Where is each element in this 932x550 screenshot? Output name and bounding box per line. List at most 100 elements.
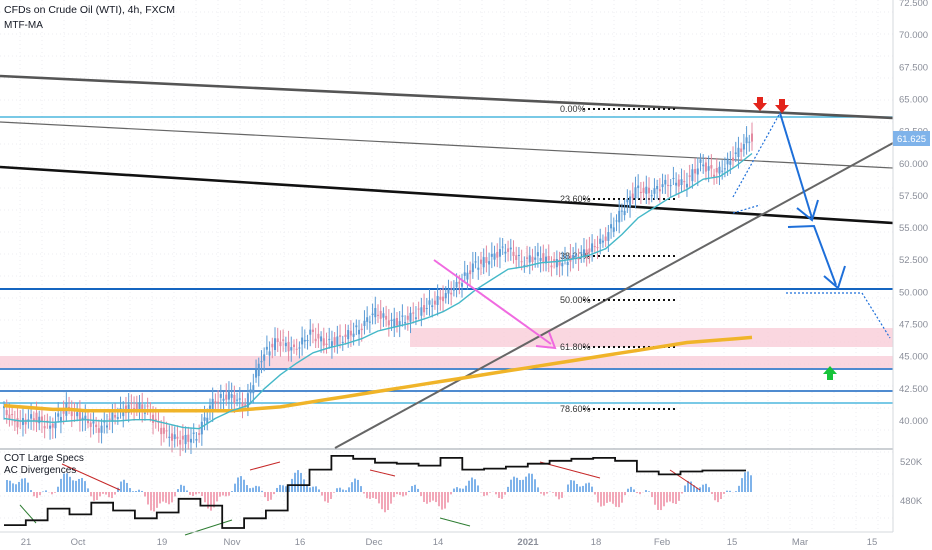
candle-body xyxy=(200,421,203,435)
price-tick-label: 57.500 xyxy=(899,191,928,202)
indicator-label-ac[interactable]: AC Divergences xyxy=(4,465,77,476)
histogram-bar xyxy=(315,486,317,492)
candle-body xyxy=(493,253,496,260)
candle-body xyxy=(265,346,268,350)
candle-body xyxy=(444,293,447,299)
histogram-bar xyxy=(726,490,728,492)
fib-label: 78.60% xyxy=(560,404,591,414)
histogram-bar xyxy=(573,480,575,492)
candle-body xyxy=(198,433,201,435)
candle-body xyxy=(664,179,667,185)
time-tick-label: Nov xyxy=(224,537,241,548)
candle-body xyxy=(737,147,740,158)
histogram-bar xyxy=(714,492,716,501)
candle-body xyxy=(629,196,632,207)
histogram-bar xyxy=(546,492,548,494)
histogram-bar xyxy=(507,486,509,492)
candle-body xyxy=(214,401,217,404)
candle-body xyxy=(732,157,735,161)
candle-body xyxy=(16,418,19,428)
candle-body xyxy=(344,334,347,337)
candle-body xyxy=(564,256,566,258)
candle-body xyxy=(97,428,100,433)
histogram-bar xyxy=(486,492,488,496)
candle-body xyxy=(688,175,691,177)
candle-body xyxy=(677,179,680,187)
histogram-bar xyxy=(672,492,674,504)
histogram-bar xyxy=(360,486,362,492)
candle-body xyxy=(114,414,117,418)
indicator-label-mtf-ma[interactable]: MTF-MA xyxy=(4,20,43,31)
candle-body xyxy=(463,272,466,276)
histogram-bar xyxy=(450,492,452,495)
histogram-bar xyxy=(309,487,311,492)
indicator-label-cot[interactable]: COT Large Specs xyxy=(4,453,84,464)
histogram-bar xyxy=(630,486,632,492)
histogram-bar xyxy=(126,482,128,492)
candle-body xyxy=(423,305,426,313)
candle-body xyxy=(111,412,114,422)
histogram-bar xyxy=(402,492,404,497)
candle-body xyxy=(62,410,65,414)
candle-body xyxy=(298,347,301,349)
price-tick-label: 52.500 xyxy=(899,255,928,266)
candle-body xyxy=(257,363,260,377)
histogram-bar xyxy=(645,490,647,492)
candle-body xyxy=(596,247,599,249)
histogram-bar xyxy=(180,484,182,492)
histogram-bar xyxy=(405,492,407,496)
histogram-bar xyxy=(246,485,248,492)
histogram-bar xyxy=(279,484,281,492)
histogram-bar xyxy=(381,492,383,510)
candle-body xyxy=(393,318,396,328)
candle-body xyxy=(512,251,515,256)
candle-body xyxy=(748,141,751,143)
candle-body xyxy=(517,254,520,256)
histogram-bar xyxy=(78,478,80,492)
histogram-bar xyxy=(285,486,287,492)
candle-body xyxy=(555,259,558,268)
price-tick-label: 72.500 xyxy=(899,0,928,9)
histogram-bar xyxy=(666,492,668,503)
histogram-bar xyxy=(12,483,14,492)
candle-body xyxy=(301,337,304,345)
candle-body xyxy=(439,296,442,300)
histogram-bar xyxy=(498,492,500,498)
histogram-bar xyxy=(636,492,638,494)
candle-body xyxy=(542,253,545,263)
candle-body xyxy=(577,257,580,260)
histogram-bar xyxy=(228,492,230,496)
histogram-bar xyxy=(750,475,752,492)
price-tick-label: 60.000 xyxy=(899,159,928,170)
candle-body xyxy=(471,263,474,273)
candle-body xyxy=(675,182,678,186)
candle-body xyxy=(436,295,439,305)
price-axis[interactable]: 72.50070.00067.50065.00062.50060.00057.5… xyxy=(899,0,928,427)
candle-body xyxy=(572,254,575,260)
time-tick-label: Mar xyxy=(792,537,808,548)
candle-body xyxy=(276,338,279,342)
candle-body xyxy=(108,418,111,420)
candle-body xyxy=(694,168,697,174)
candle-body xyxy=(474,261,477,263)
candle-body xyxy=(547,255,550,261)
candle-body xyxy=(740,148,743,152)
histogram-bar xyxy=(174,492,176,497)
histogram-bar xyxy=(489,492,491,493)
candle-body xyxy=(691,169,694,182)
candle-body xyxy=(531,256,534,263)
histogram-bar xyxy=(528,473,530,492)
candle-body xyxy=(190,438,192,443)
histogram-bar xyxy=(687,480,689,492)
time-axis[interactable]: 21 Oct 19 Nov 16 Dec 14 2021 18 Feb 15 Mar 15 xyxy=(21,537,878,548)
histogram-bar xyxy=(552,492,554,493)
time-tick-label: 15 xyxy=(867,537,878,548)
histogram-bar xyxy=(144,492,146,497)
plot-background xyxy=(0,0,893,532)
candle-body xyxy=(51,423,54,428)
candle-body xyxy=(30,414,33,419)
candle-body xyxy=(466,272,469,280)
histogram-bar xyxy=(207,492,209,509)
histogram-bar xyxy=(558,492,560,500)
